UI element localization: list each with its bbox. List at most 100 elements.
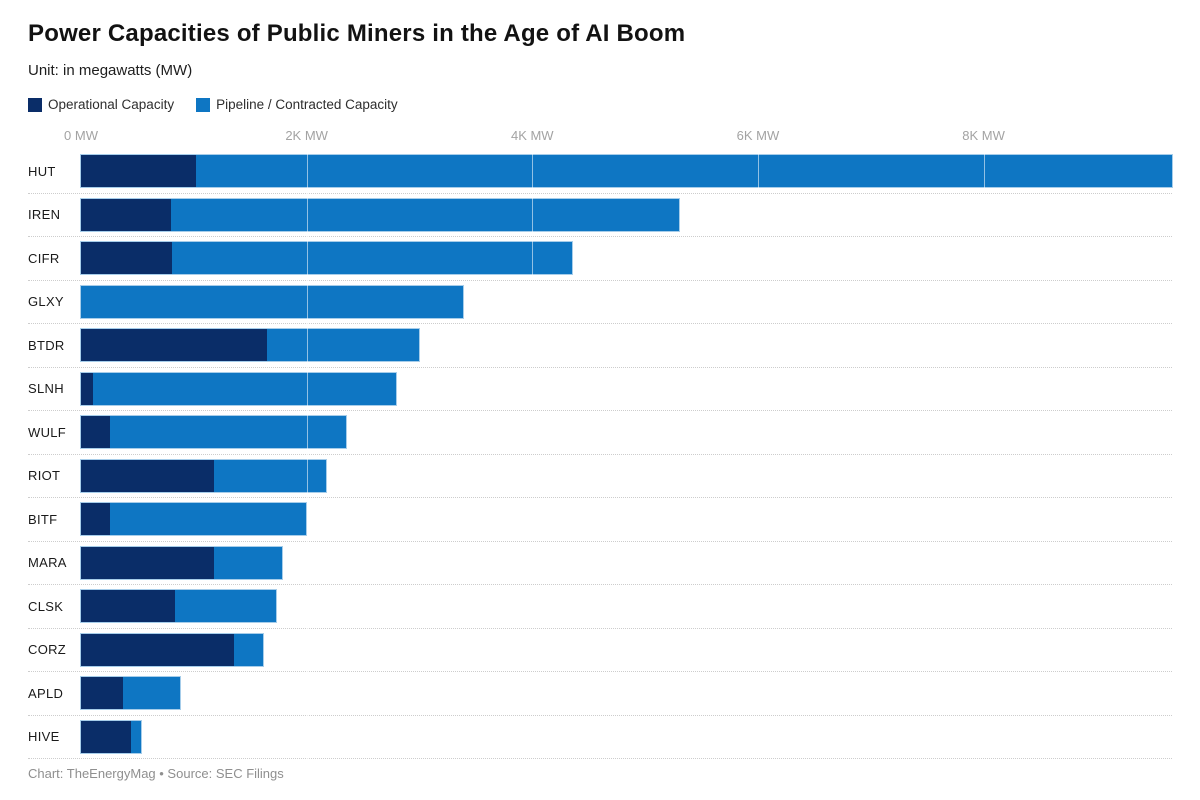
bar-track <box>81 503 1172 536</box>
bar-segment-operational[interactable] <box>81 329 268 362</box>
attribution-footer: Chart: TheEnergyMag • Source: SEC Filing… <box>28 766 284 781</box>
chart-title: Power Capacities of Public Miners in the… <box>28 20 686 47</box>
legend-item: Operational Capacity <box>28 97 174 112</box>
table-row: BITF <box>28 498 1172 542</box>
row-label: SLNH <box>28 381 64 397</box>
stacked-bar[interactable] <box>81 633 263 666</box>
bar-segment-pipeline[interactable] <box>172 242 572 275</box>
bar-segment-pipeline[interactable] <box>81 285 464 318</box>
bar-segment-operational[interactable] <box>81 546 215 579</box>
bar-segment-pipeline[interactable] <box>196 155 1172 188</box>
table-row: HUT <box>28 150 1172 194</box>
x-axis-tick: 8K MW <box>962 128 1005 143</box>
bar-track <box>81 459 1172 492</box>
stacked-bar[interactable] <box>81 459 326 492</box>
stacked-bar[interactable] <box>81 503 306 536</box>
row-label: APLD <box>28 685 64 701</box>
stacked-bar[interactable] <box>81 546 282 579</box>
bar-track <box>81 720 1172 753</box>
table-row: APLD <box>28 672 1172 716</box>
x-axis-tick: 6K MW <box>736 128 780 143</box>
legend-item: Pipeline / Contracted Capacity <box>196 97 398 112</box>
chart-page: Power Capacities of Public Miners in the… <box>28 20 1172 759</box>
bar-segment-pipeline[interactable] <box>110 503 306 536</box>
bar-rows: HUT IREN CIFR GLXY <box>28 150 1172 759</box>
stacked-bar[interactable] <box>81 285 464 318</box>
legend-swatch-icon <box>196 97 211 112</box>
row-label: CORZ <box>28 642 67 658</box>
bar-segment-pipeline[interactable] <box>214 459 326 492</box>
bar-segment-operational[interactable] <box>81 242 173 275</box>
bar-segment-operational[interactable] <box>81 372 94 405</box>
stacked-bar[interactable] <box>81 329 420 362</box>
table-row: IREN <box>28 194 1172 237</box>
stacked-bar[interactable] <box>81 242 572 275</box>
bar-segment-operational[interactable] <box>81 416 111 449</box>
bar-segment-pipeline[interactable] <box>110 416 347 449</box>
bar-track <box>81 285 1172 318</box>
row-label: RIOT <box>28 468 61 484</box>
stacked-bar[interactable] <box>81 590 277 623</box>
stacked-bar[interactable] <box>81 372 396 405</box>
x-axis: 0 MW 2K MW 4K MW 6K MW 8K MW <box>64 128 1172 146</box>
stacked-bar[interactable] <box>81 677 181 710</box>
table-row: WULF <box>28 411 1172 455</box>
table-row: RIOT <box>28 455 1172 498</box>
row-label: CIFR <box>28 250 60 266</box>
bar-track <box>81 546 1172 579</box>
row-label: WULF <box>28 424 67 440</box>
bar-segment-operational[interactable] <box>81 155 197 188</box>
bar-segment-pipeline[interactable] <box>267 329 420 362</box>
row-label: IREN <box>28 207 61 223</box>
row-label: HUT <box>28 163 56 179</box>
bar-segment-pipeline[interactable] <box>123 677 181 710</box>
bar-segment-pipeline[interactable] <box>214 546 282 579</box>
legend: Operational Capacity Pipeline / Contracte… <box>28 97 1172 112</box>
bar-segment-operational[interactable] <box>81 633 235 666</box>
bar-segment-operational[interactable] <box>81 677 124 710</box>
bar-segment-pipeline[interactable] <box>174 590 277 623</box>
row-label: GLXY <box>28 294 64 310</box>
bar-track <box>81 590 1172 623</box>
table-row: GLXY <box>28 281 1172 324</box>
chart-subtitle: Unit: in megawatts (MW) <box>28 62 193 79</box>
bar-track <box>81 242 1172 275</box>
table-row: BTDR <box>28 324 1172 368</box>
bar-segment-operational[interactable] <box>81 198 172 231</box>
bar-track <box>81 155 1172 188</box>
bar-track <box>81 677 1172 710</box>
stacked-bar[interactable] <box>81 416 347 449</box>
table-row: SLNH <box>28 368 1172 411</box>
row-label: HIVE <box>28 729 60 745</box>
table-row: CIFR <box>28 237 1172 281</box>
bar-track <box>81 198 1172 231</box>
legend-swatch-icon <box>28 97 42 112</box>
table-row: HIVE <box>28 716 1172 759</box>
bar-segment-pipeline[interactable] <box>93 372 396 405</box>
bar-track <box>81 633 1172 666</box>
x-axis-tick: 0 MW <box>64 128 98 143</box>
bar-segment-pipeline[interactable] <box>171 198 679 231</box>
bar-segment-pipeline[interactable] <box>234 633 263 666</box>
stacked-bar[interactable] <box>81 198 679 231</box>
table-row: CLSK <box>28 585 1172 629</box>
stacked-bar[interactable] <box>81 720 141 753</box>
row-label: BITF <box>28 511 58 527</box>
chart-area: 0 MW 2K MW 4K MW 6K MW 8K MW HUT IREN CIFR <box>28 128 1172 759</box>
bar-segment-operational[interactable] <box>81 503 111 536</box>
bar-segment-operational[interactable] <box>81 720 131 753</box>
row-label: BTDR <box>28 337 65 353</box>
row-label: CLSK <box>28 598 64 614</box>
bar-track <box>81 329 1172 362</box>
stacked-bar[interactable] <box>81 155 1172 188</box>
bar-segment-pipeline[interactable] <box>130 720 141 753</box>
bar-segment-operational[interactable] <box>81 459 215 492</box>
bar-segment-operational[interactable] <box>81 590 175 623</box>
table-row: CORZ <box>28 629 1172 672</box>
legend-label: Pipeline / Contracted Capacity <box>216 97 398 112</box>
legend-label: Operational Capacity <box>48 97 175 112</box>
x-axis-tick: 4K MW <box>510 128 554 143</box>
bar-track <box>81 372 1172 405</box>
row-label: MARA <box>28 555 67 571</box>
bar-track <box>81 416 1172 449</box>
